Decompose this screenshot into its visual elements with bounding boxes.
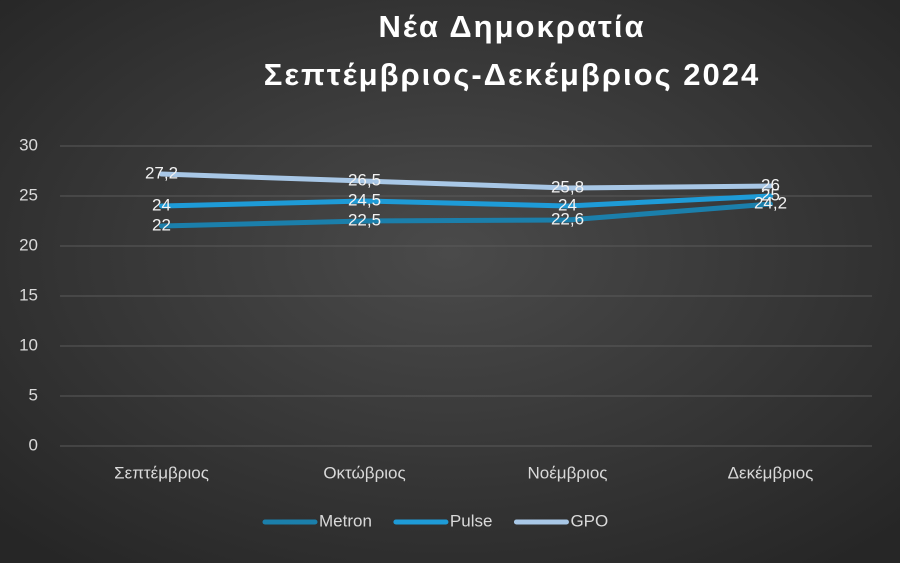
legend-label: GPO [570,511,608,530]
y-tick-label: 10 [19,335,38,354]
y-tick-label: 5 [29,385,38,404]
legend-label: Pulse [450,511,493,530]
data-label: 25 [761,185,780,204]
legend-label: Metron [319,511,372,530]
x-tick-label: Νοέμβριος [528,463,608,482]
data-label: 24,2 [754,193,787,212]
data-label: 22 [152,215,171,234]
y-tick-label: 0 [29,435,38,454]
data-label: 26,5 [348,170,381,189]
line-series [159,171,773,191]
data-label: 27,2 [145,163,178,182]
data-label: 24 [558,195,577,214]
data-label: 22,5 [348,210,381,229]
y-tick-label: 20 [19,235,38,254]
x-tick-label: Οκτώβριος [323,463,405,482]
data-label: 26 [761,175,780,194]
chart-subtitle: Σεπτέμβριος-Δεκέμβριος 2024 [264,57,761,92]
data-label: 24 [152,195,171,214]
line-series [159,193,773,209]
data-label: 24,5 [348,190,381,209]
data-label: 25,8 [551,177,584,196]
data-label: 22,6 [551,209,584,228]
y-tick-label: 15 [19,285,38,304]
chart-title: Νέα Δημοκρατία [378,9,645,44]
x-tick-label: Δεκέμβριος [728,463,814,482]
line-series [159,201,773,229]
y-tick-label: 25 [19,185,38,204]
x-tick-label: Σεπτέμβριος [114,463,209,482]
y-tick-label: 30 [19,135,38,154]
